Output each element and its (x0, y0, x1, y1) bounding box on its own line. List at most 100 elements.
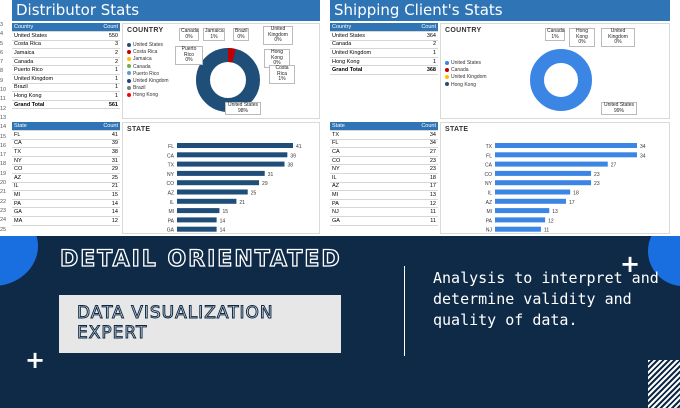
table-cell-value: 364 (405, 31, 438, 41)
table-cell-value: 27 (381, 147, 438, 157)
bar-value-label: 29 (262, 181, 268, 187)
data-callout: Hong Kong 0% (264, 49, 290, 68)
legend-label: Costa Rica (133, 49, 158, 56)
plus-icon: + (25, 346, 46, 374)
row-number: 6 (0, 49, 4, 56)
bar (495, 189, 571, 195)
row-number: 8 (0, 68, 4, 75)
table-cell-label: CA (12, 139, 64, 149)
distributor-country-chart: COUNTRY United States Costa Rica Jamaica Ca… (122, 23, 320, 119)
data-callout: United Kingdom 0% (601, 28, 635, 47)
bar-value-label: 23 (594, 181, 600, 187)
donut-slice-united-states (530, 49, 592, 111)
legend-label: Canada (451, 67, 469, 74)
table-cell-label: PA (12, 199, 64, 209)
bar-value-label: 11 (544, 228, 549, 234)
bar-category-label: AZ (486, 200, 492, 206)
bar (177, 170, 265, 176)
legend-item: Jamaica (127, 56, 169, 63)
data-callout: Brazil 0% (233, 28, 249, 41)
legend-item: United Kingdom (127, 78, 169, 85)
bar-category-label: CO (167, 181, 175, 187)
bar-category-label: AZ (168, 191, 174, 197)
legend-item: Puerto Rico (127, 71, 169, 78)
table-row: FL 34 (330, 139, 438, 149)
table-cell-value: 2 (87, 48, 120, 58)
table-cell-label: Grand Total (330, 65, 406, 76)
bar-category-label: FL (168, 144, 174, 150)
table-row: Jamaica 2 (12, 48, 120, 58)
legend-label: Brazil (133, 85, 146, 92)
table-cell-label: IL (330, 173, 382, 183)
bar-value-label: 17 (569, 200, 575, 206)
table-total-row: Grand Total 561 (12, 99, 120, 110)
state-bar-chart: TX 34 FL 34 CA 27 CO 23 NY 23 IL 18 AZ 17 MI 13 PA 12 NJ 11 (485, 143, 646, 234)
promo-banner: DETAIL ORIENTATED DATA VISUALIZATION EXP… (0, 236, 680, 408)
legend-swatch (127, 64, 131, 69)
table-cell-value: 11 (381, 216, 438, 226)
bar (177, 161, 285, 167)
table-cell-value: 3 (87, 40, 120, 50)
table-cell-label: MI (330, 190, 382, 200)
table-cell-value: 21 (63, 182, 120, 192)
table-row: IL 21 (12, 182, 120, 192)
distributor-state-table: State Count FL 41 CA 39 TX 38 NY 31 CO 29 AZ 25 IL 21 MI… (12, 122, 120, 226)
row-number: 13 (0, 114, 7, 121)
table-row: IL 18 (330, 173, 438, 183)
row-number: 17 (0, 152, 7, 159)
table-cell-label: United States (12, 31, 88, 41)
legend-swatch (127, 85, 131, 90)
table-row: Puerto Rico 1 (12, 65, 120, 76)
bar-category-label: TX (486, 144, 493, 150)
bar (177, 189, 248, 195)
table-cell-value: 18 (381, 173, 438, 183)
bar-value-label: 12 (548, 218, 554, 224)
table-cell-label: United States (330, 31, 406, 41)
table-cell-label: TX (12, 147, 64, 157)
callout-percent: 1% (278, 76, 286, 82)
callout-label: United States (227, 102, 259, 108)
callout-percent: 0% (578, 39, 586, 45)
table-cell-label: CA (330, 147, 382, 157)
table-cell-value: 550 (87, 31, 120, 41)
data-callout: Jamaica 1% (203, 28, 225, 41)
bar-category-label: IL (170, 200, 174, 206)
table-row: PA 14 (12, 199, 120, 209)
callout-percent: 0% (185, 33, 193, 40)
row-number: 10 (0, 87, 7, 94)
table-row: CA 39 (12, 139, 120, 149)
table-cell-value: 2 (87, 57, 120, 67)
legend-label: United States (133, 42, 164, 48)
table-row: GA 14 (12, 207, 120, 218)
table-cell-label: AZ (12, 173, 64, 183)
donut-chart (530, 49, 592, 111)
callout-label: Hong Kong (576, 28, 588, 40)
chart-legend: United States Costa Rica Jamaica Canada Puer… (127, 42, 169, 100)
bar-category-label: FL (486, 153, 492, 159)
table-cell-value: 41 (63, 130, 120, 140)
table-cell-value: 38 (63, 147, 120, 157)
bar-value-label: 23 (594, 172, 600, 178)
table-cell-label: CO (12, 164, 64, 175)
table-cell-label: Canada (12, 57, 88, 67)
callout-percent: 1% (551, 33, 559, 40)
table-cell-value: 11 (381, 207, 438, 218)
row-number: 7 (0, 59, 4, 66)
distributor-state-chart: STATE FL 41 CA 39 TX 38 NY 31 CO 29 AZ 25 IL 21 MI 15 PA… (122, 122, 320, 234)
data-callout: Canada 1% (545, 28, 565, 41)
legend-swatch (127, 93, 131, 98)
bar-value-label: 13 (552, 209, 558, 215)
callout-label: Costa Rica (275, 65, 289, 77)
table-header: Country Count (12, 23, 120, 33)
table-cell-label: Hong Kong (330, 57, 406, 67)
table-cell-label: NY (330, 164, 382, 175)
table-cell-value: Count (87, 23, 120, 33)
expert-badge: DATA VISUALIZATION EXPERT (59, 295, 341, 353)
plus-icon: + (620, 250, 641, 278)
table-cell-label: CO (330, 156, 382, 166)
table-row: TX 34 (330, 130, 438, 140)
table-total-row: Grand Total 368 (330, 65, 438, 76)
bar (177, 217, 217, 223)
legend-item: Canada (127, 64, 169, 71)
callout-percent: 1% (210, 33, 218, 40)
